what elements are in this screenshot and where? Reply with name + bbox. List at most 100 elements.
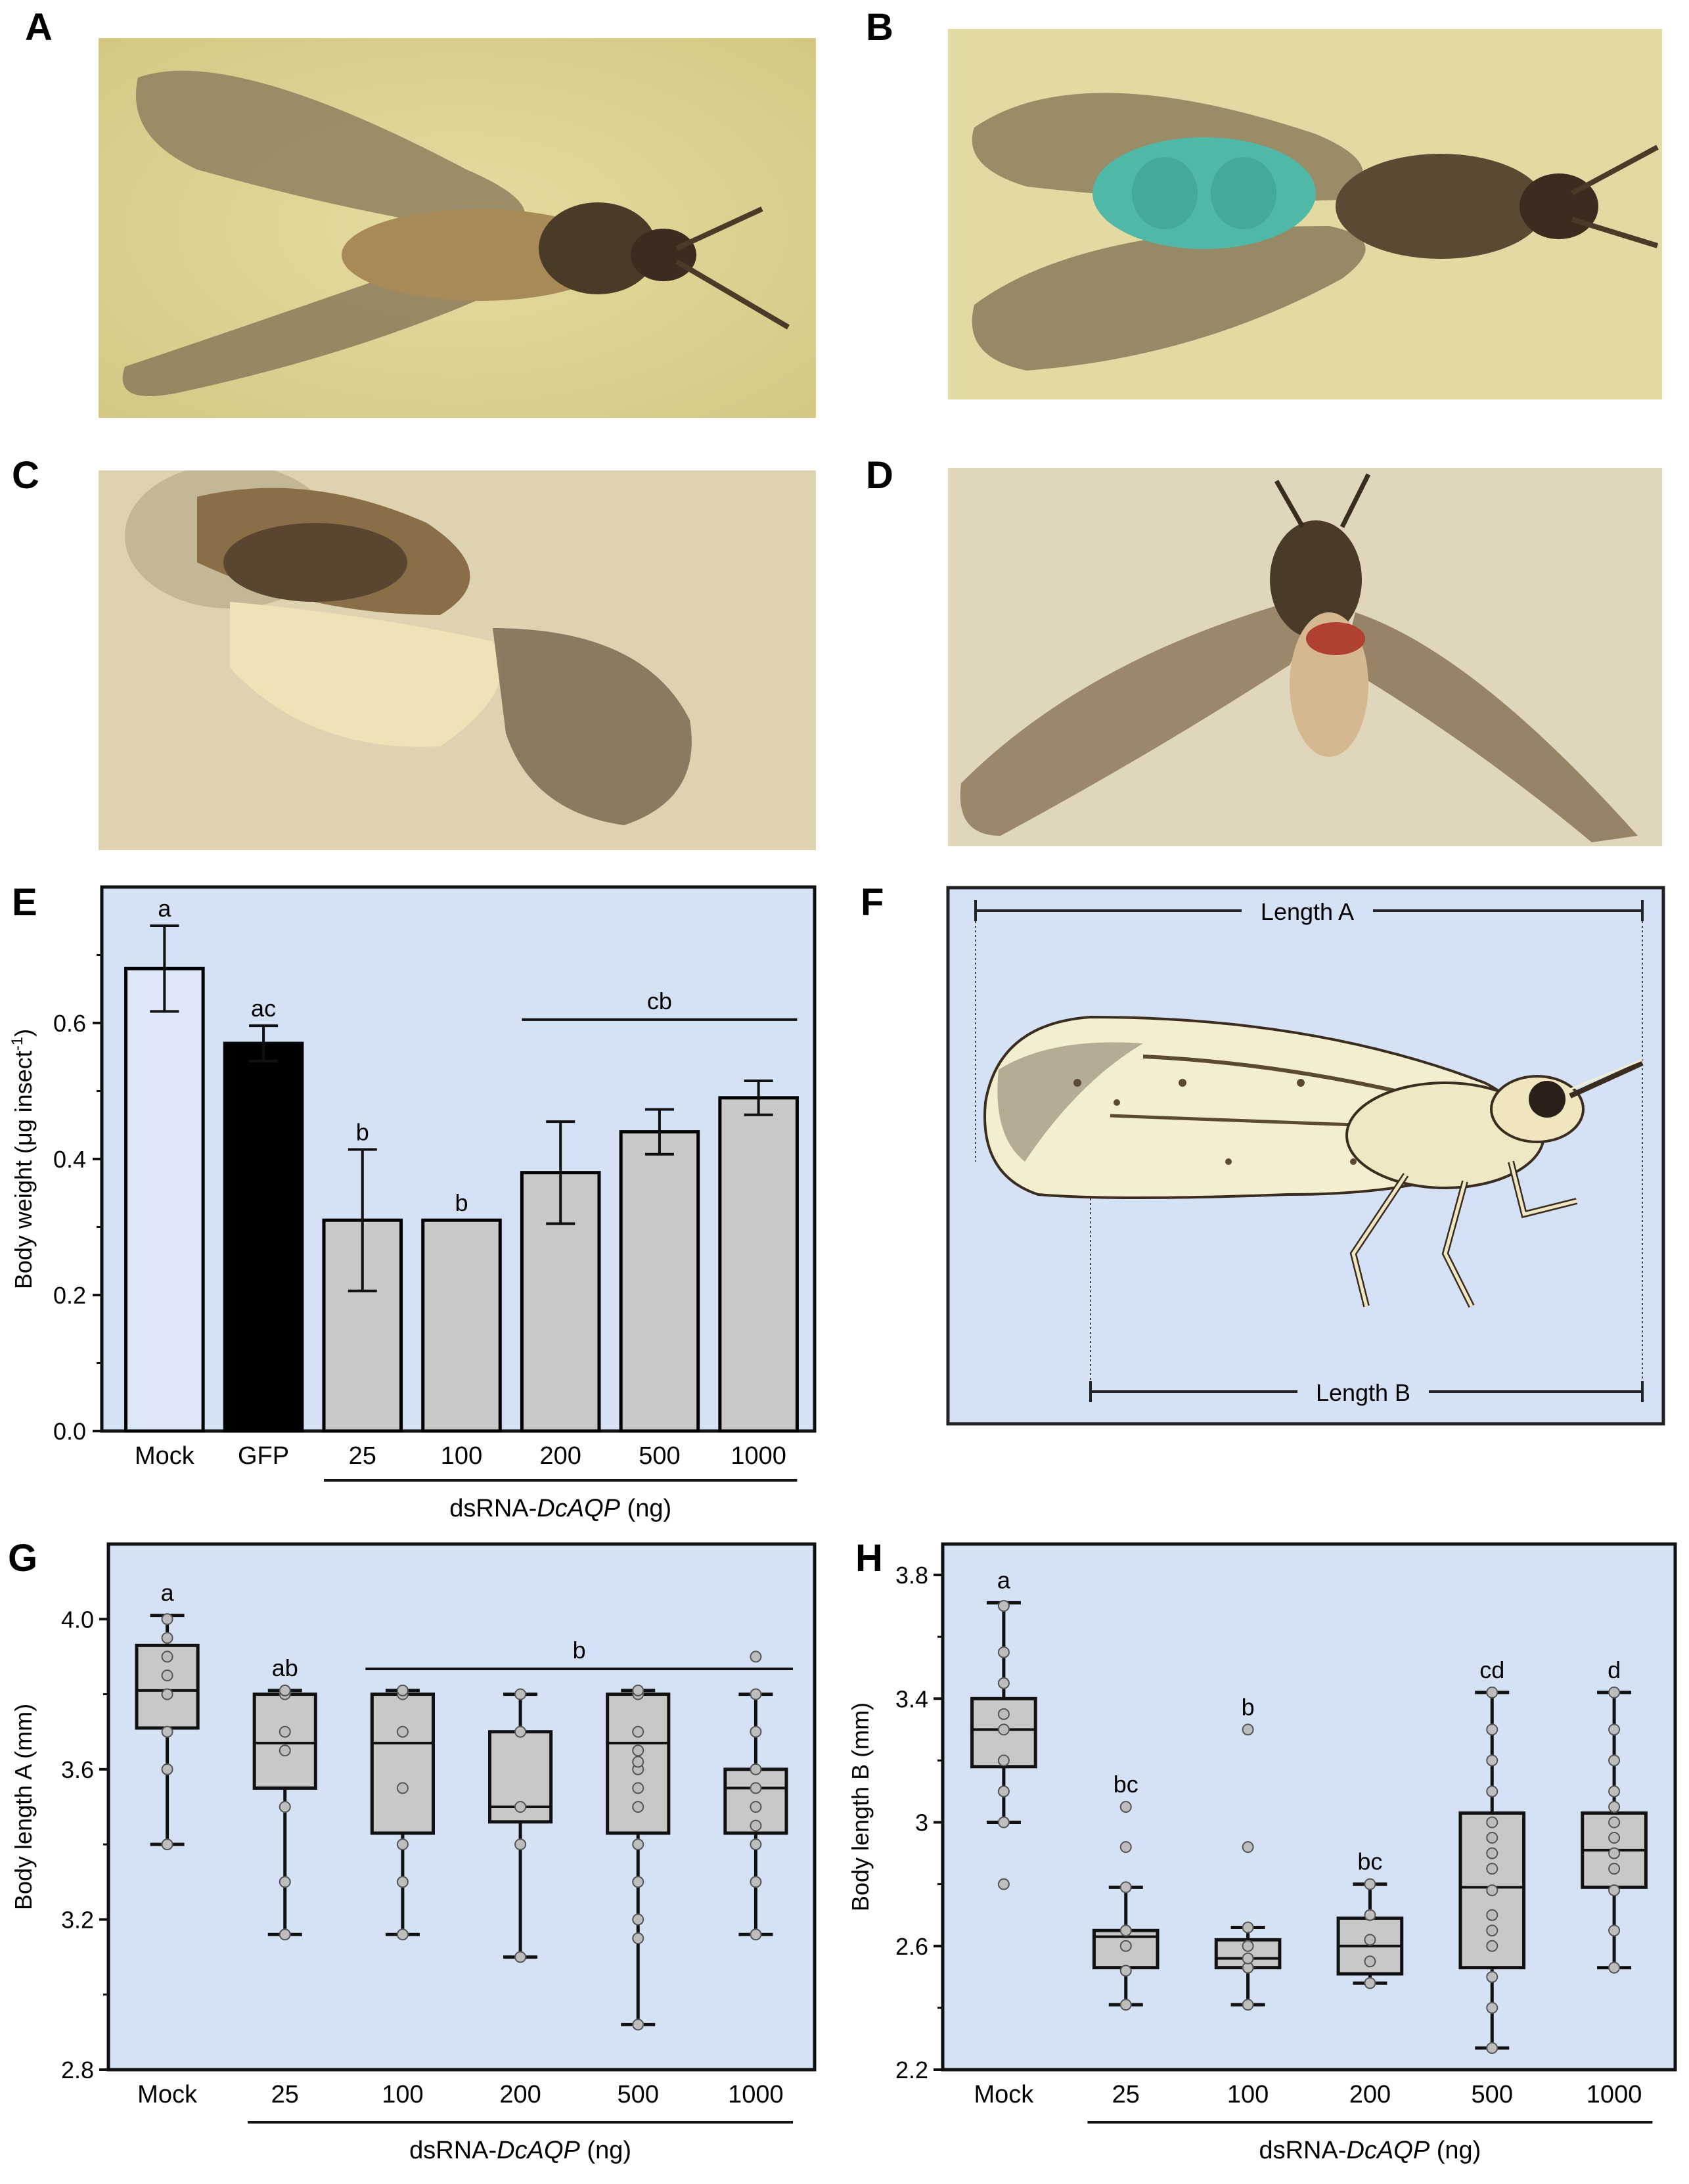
chart-g-ytick-label: 4.0 — [61, 1606, 94, 1633]
chart-h-data-point — [1486, 1909, 1498, 1921]
chart-h-data-point — [1486, 1785, 1498, 1798]
chart-g-data-point — [632, 1801, 644, 1813]
chart-h-data-point — [997, 1677, 1010, 1689]
chart-g-data-point — [161, 1650, 173, 1663]
chart-h-data-point — [1486, 1884, 1498, 1897]
chart-e-ylabel: Body weight (μg insect-1) — [9, 1029, 37, 1289]
chart-h-xtick-label: 200 — [1349, 2081, 1391, 2108]
chart-g-data-point — [161, 1631, 173, 1644]
chart-g-data-point — [161, 1688, 173, 1700]
chart-h-data-point — [1486, 2001, 1498, 2014]
chart-g-data-point — [396, 1876, 409, 1888]
chart-g-svg: 2.8 3.2 3.6 4.0 Body length A (mm) a Mock ab 25 1… — [10, 1542, 817, 2164]
chart-g-box-100 — [370, 1693, 435, 1835]
chart-g-data-point — [632, 1913, 644, 1926]
length-b-label: Length B — [1316, 1379, 1410, 1406]
chart-g-data-point — [750, 1763, 762, 1775]
chart-h-data-point — [1608, 1961, 1621, 1974]
chart-g-data-point — [750, 1838, 762, 1851]
chart-h-sig-letter: cd — [1479, 1656, 1504, 1683]
chart-h-data-point — [1119, 1841, 1132, 1854]
chart-h-data-point — [1486, 1863, 1498, 1875]
chart-g-ytick-label: 2.8 — [61, 2057, 94, 2083]
chart-e-ytick-label: 0.0 — [53, 1418, 86, 1445]
chart-h-data-point — [997, 1816, 1010, 1829]
chart-g-data-point — [632, 1744, 644, 1757]
bar-1000 — [718, 1096, 799, 1433]
panel-label-h: H — [855, 1537, 883, 1580]
chart-g-sig-letter: a — [161, 1580, 175, 1606]
chart-h-data-point — [1608, 1801, 1621, 1813]
chart-h-xtick-label: 25 — [1112, 2081, 1140, 2108]
chart-g-xlabel: dsRNA-DcAQP (ng) — [409, 2137, 631, 2164]
chart-g-data-point — [396, 1838, 409, 1851]
chart-g-data-point — [632, 1876, 644, 1888]
chart-h-sig-letter: a — [997, 1566, 1011, 1593]
chart-h-ytick-label: 3.4 — [895, 1685, 928, 1712]
chart-e-xlabel: dsRNA-DcAQP (ng) — [449, 1495, 671, 1522]
photo-d-insect-spread-wings — [948, 468, 1662, 846]
chart-h-xtick-label: 1000 — [1587, 2081, 1642, 2108]
psyllid-drawing — [983, 1015, 1644, 1308]
chart-g-xtick-label: 25 — [271, 2081, 299, 2108]
chart-g-data-point — [514, 1801, 527, 1813]
chart-h-data-point — [1486, 1832, 1498, 1844]
chart-g-sig-letter: ab — [272, 1654, 298, 1681]
chart-g-data-point — [632, 1782, 644, 1794]
chart-h-data-point — [1486, 2042, 1498, 2055]
chart-g-data-point — [750, 1928, 762, 1941]
chart-g-data-point — [279, 1801, 291, 1813]
bar-100 — [421, 1218, 502, 1433]
chart-h-data-point — [1242, 1952, 1254, 1965]
chart-g-xtick-label: 200 — [499, 2081, 541, 2108]
chart-g-data-point — [750, 1688, 762, 1700]
chart-g-ylabel: Body length A (mm) — [10, 1704, 37, 1910]
chart-h-data-point — [1608, 1863, 1621, 1875]
chart-h-ytick-label: 3.8 — [895, 1562, 928, 1589]
chart-h-xtick-label: Mock — [974, 2081, 1035, 2108]
chart-g-xtick-label: 1000 — [728, 2081, 784, 2108]
chart-g-data-point — [750, 1725, 762, 1738]
chart-g-box-25 — [252, 1693, 317, 1790]
chart-e-xtick-label: 1000 — [731, 1442, 786, 1470]
chart-h-data-point — [1486, 1940, 1498, 1952]
chart-g-data-point — [514, 1688, 527, 1700]
bar-500 — [619, 1130, 700, 1433]
chart-h-sig-letter: b — [1242, 1693, 1255, 1720]
chart-h-data-point — [1486, 1723, 1498, 1736]
chart-e-sig-letter: b — [455, 1189, 468, 1216]
chart-g-data-point — [161, 1763, 173, 1775]
chart-h-data-point — [1119, 1881, 1132, 1894]
chart-h-data-point — [1242, 1841, 1254, 1854]
chart-h-data-point — [997, 1723, 1010, 1736]
chart-g-data-point — [161, 1613, 173, 1626]
panel-label-f: F — [861, 881, 884, 924]
chart-h-data-point — [1486, 1924, 1498, 1937]
panel-label-b: B — [866, 6, 893, 49]
chart-g-data-point — [396, 1684, 409, 1696]
chart-h-data-point — [997, 1646, 1010, 1658]
photo-c-insect-deformed — [99, 470, 816, 850]
chart-h-data-point — [1242, 1999, 1254, 2011]
chart-h-data-point — [1486, 1686, 1498, 1698]
chart-h-sig-letter: d — [1608, 1656, 1621, 1683]
chart-g-data-point — [632, 1756, 644, 1768]
chart-h-data-point — [1608, 1816, 1621, 1829]
chart-h-data-point — [1119, 1924, 1132, 1937]
photo-b-insect-green-abdomen — [948, 29, 1662, 399]
chart-h-data-point — [1486, 1816, 1498, 1829]
chart-g-data-point — [750, 1819, 762, 1832]
chart-h-data-point — [1608, 1924, 1621, 1937]
chart-g-data-point — [750, 1650, 762, 1663]
chart-h-data-point — [1486, 1754, 1498, 1767]
chart-h-xlabel: dsRNA-DcAQP (ng) — [1259, 2137, 1481, 2164]
chart-h-data-point — [1486, 1847, 1498, 1859]
chart-g-data-point — [632, 1838, 644, 1851]
chart-h-xtick-label: 100 — [1227, 2081, 1269, 2108]
chart-h-data-point — [1608, 1754, 1621, 1767]
chart-g-data-point — [632, 1684, 644, 1696]
chart-g-data-point — [750, 1801, 762, 1813]
chart-h-data-point — [1242, 1940, 1254, 1952]
bar-gfp — [223, 1041, 304, 1433]
chart-h-sig-letter: bc — [1114, 1771, 1138, 1798]
